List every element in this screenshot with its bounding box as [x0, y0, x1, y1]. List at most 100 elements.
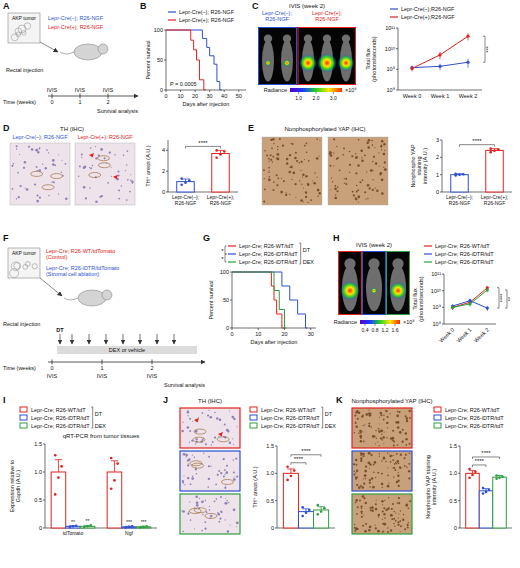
nerve — [194, 429, 206, 434]
image-frame — [180, 494, 240, 534]
cell — [280, 191, 283, 194]
cell — [355, 197, 357, 199]
point — [316, 504, 319, 507]
significance: ** — [508, 296, 514, 301]
cell — [344, 183, 345, 184]
cell — [290, 143, 291, 144]
cell — [272, 156, 274, 158]
nerve — [51, 174, 63, 179]
cell — [201, 530, 203, 532]
cell — [304, 145, 306, 147]
cell — [409, 443, 411, 445]
cell — [195, 495, 198, 498]
y-tick — [396, 90, 398, 91]
point — [184, 181, 187, 184]
point — [305, 511, 308, 514]
cell — [402, 441, 404, 443]
cell — [372, 161, 374, 163]
cell — [395, 462, 396, 463]
cell — [353, 194, 355, 196]
y-tick — [164, 60, 166, 61]
cell — [381, 433, 382, 434]
cell — [181, 430, 183, 432]
cell — [334, 188, 337, 191]
text-line: Expression relative to — [9, 460, 15, 513]
y-tick — [440, 140, 442, 141]
point — [142, 526, 145, 529]
significance: *** — [141, 519, 147, 525]
image-title: IVIS (week 2) — [289, 3, 325, 9]
text-line: Lepr-Cre(+); R26-NGF — [77, 134, 133, 140]
cell — [378, 430, 381, 433]
cell — [363, 478, 364, 479]
cell — [26, 188, 29, 191]
axis-title: Days after injection — [183, 101, 230, 107]
survival-drop — [199, 60, 200, 80]
text-line: intensity (A.U.) — [422, 148, 428, 184]
cell — [229, 411, 230, 412]
cell — [187, 415, 188, 416]
error-bar — [220, 150, 221, 153]
label: Survival analysis — [164, 382, 205, 388]
x-tick-label: 10 — [255, 331, 261, 337]
image-frame — [180, 451, 240, 491]
cell — [201, 500, 204, 503]
cell — [360, 440, 363, 443]
cell — [382, 439, 383, 440]
cell — [273, 143, 274, 144]
cell — [394, 526, 395, 527]
cell — [270, 154, 272, 156]
y-tick-label: 3 — [436, 137, 439, 143]
treatment-bar — [57, 346, 197, 354]
signal — [317, 53, 337, 73]
colorbar-label: 1.0 — [295, 95, 302, 101]
cell — [25, 187, 26, 188]
survival-step — [274, 290, 279, 291]
cell — [182, 510, 184, 512]
cell — [277, 149, 278, 150]
nerve — [98, 156, 110, 161]
cell — [369, 468, 370, 469]
y-tick — [43, 500, 45, 501]
cell — [360, 505, 362, 507]
mouse-photo — [342, 34, 350, 42]
axis-title: Nonphospho YAP stainingintensity (A.U.) — [425, 455, 437, 519]
cell — [355, 198, 357, 200]
cell — [291, 165, 292, 166]
cell — [386, 422, 388, 424]
event-label: IVIS — [47, 87, 58, 93]
cell — [45, 167, 47, 169]
cell — [400, 453, 402, 455]
cell — [357, 418, 359, 420]
cell — [355, 172, 357, 174]
cell — [276, 184, 278, 186]
y-tick — [275, 446, 277, 447]
survival-step — [282, 286, 290, 287]
cell — [409, 453, 410, 454]
cell — [187, 426, 190, 429]
legend-group: DEX — [303, 259, 315, 265]
cell — [214, 500, 216, 502]
cell — [303, 201, 304, 202]
mouse-head — [98, 44, 108, 54]
cell — [219, 521, 221, 523]
colorbar-tick — [365, 324, 366, 326]
point — [128, 526, 131, 529]
legend-swatch — [434, 423, 441, 428]
point — [188, 179, 191, 182]
text-line: tdTomato — [63, 530, 84, 536]
week-label: 1 — [78, 99, 81, 105]
y-tick — [396, 48, 398, 49]
cell — [375, 443, 376, 444]
cell — [374, 187, 375, 188]
cell — [16, 148, 17, 149]
point — [223, 150, 226, 153]
cell — [355, 502, 357, 504]
point — [83, 526, 86, 529]
cell — [395, 520, 397, 522]
cell — [349, 172, 350, 173]
cell — [365, 466, 367, 468]
x-tick — [180, 90, 181, 92]
cell — [307, 202, 308, 203]
cell — [375, 162, 377, 164]
